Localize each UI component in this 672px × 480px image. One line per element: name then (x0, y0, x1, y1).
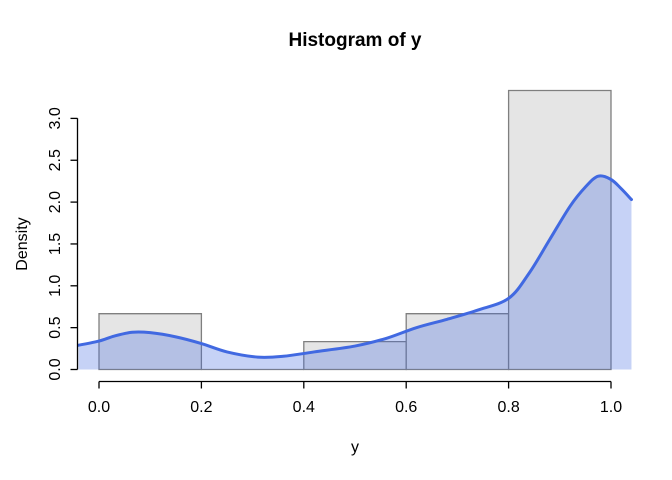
x-tick-label: 0.2 (190, 399, 212, 416)
x-tick-label: 0.0 (88, 399, 110, 416)
y-tick-label: 1.5 (47, 233, 64, 255)
y-tick-label: 2.0 (47, 191, 64, 213)
density-curve (77, 174, 633, 359)
y-axis: 0.0 0.5 1.0 1.5 2.0 2.5 3.0 Density (14, 107, 79, 381)
y-tick-label: 2.5 (47, 149, 64, 171)
y-tick-label: 1.0 (47, 275, 64, 297)
x-axis-ticks: 0.0 0.2 0.4 0.6 0.8 1.0 (88, 381, 622, 416)
histogram-bar (507, 89, 612, 371)
x-tick-label: 0.4 (293, 399, 315, 416)
y-axis-ticks: 0.0 0.5 1.0 1.5 2.0 2.5 3.0 (47, 107, 78, 381)
x-tick-label: 1.0 (600, 399, 622, 416)
y-tick-label: 0.5 (47, 316, 64, 338)
y-tick-label: 0.0 (47, 358, 64, 380)
histogram-bars (98, 89, 612, 371)
x-tick-label: 0.6 (395, 399, 417, 416)
x-axis: 0.0 0.2 0.4 0.6 0.8 1.0 y (88, 380, 622, 456)
x-axis-label: y (351, 439, 359, 456)
density-fill-area (78, 175, 632, 370)
plot-title: Histogram of y (288, 30, 421, 51)
y-axis-label: Density (14, 217, 31, 270)
histogram-bar (98, 313, 203, 371)
x-tick-label: 0.8 (497, 399, 519, 416)
y-tick-label: 3.0 (47, 107, 64, 129)
